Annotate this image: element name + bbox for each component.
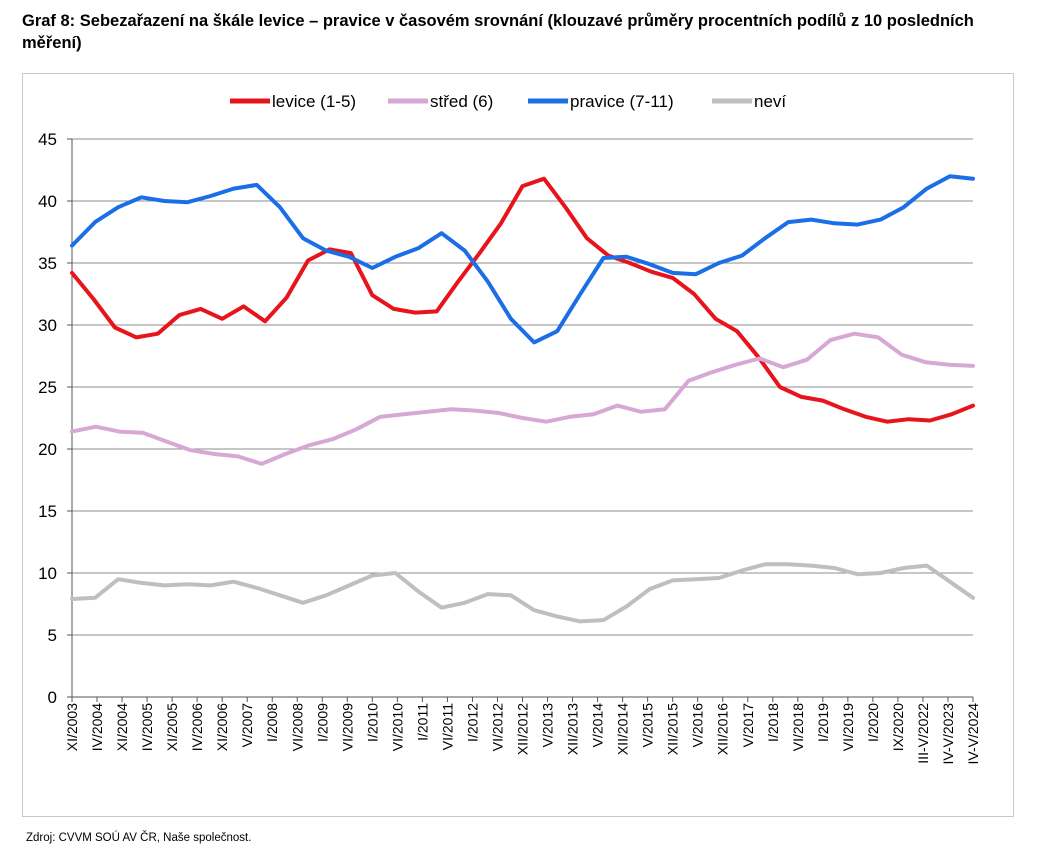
x-tick-label: I/2009 [314, 703, 330, 742]
x-tick-label: XI/2006 [214, 703, 230, 751]
x-tick-label: VI/2012 [489, 703, 505, 751]
x-tick-label: V/2014 [590, 703, 606, 748]
x-tick-label: IV/2005 [139, 703, 155, 751]
y-tick-label: 0 [48, 688, 57, 707]
legend-label: pravice (7-11) [570, 92, 674, 111]
x-tick-label: V/2015 [640, 703, 656, 748]
y-tick-label: 20 [38, 440, 57, 459]
x-tick-label: III-V/2022 [915, 703, 931, 764]
x-tick-label: IV-V/2023 [940, 703, 956, 765]
legend-label: neví [754, 92, 786, 111]
y-tick-label: 45 [38, 130, 57, 149]
x-tick-label: IV/2004 [89, 703, 105, 751]
y-tick-label: 10 [38, 564, 57, 583]
x-tick-label: XII/2012 [515, 703, 531, 755]
y-tick-label: 25 [38, 378, 57, 397]
legend-label: střed (6) [430, 92, 493, 111]
x-tick-label: I/2012 [464, 703, 480, 742]
x-tick-label: IV/2006 [189, 703, 205, 751]
x-tick-label: I/2008 [264, 703, 280, 742]
series-line-0 [70, 176, 975, 424]
chart-frame [22, 73, 1014, 817]
x-tick-label: I/2019 [815, 703, 831, 742]
y-tick-label: 15 [38, 502, 57, 521]
legend-label: levice (1-5) [272, 92, 356, 111]
y-tick-label: 5 [48, 626, 57, 645]
x-tick-label: XI/2004 [114, 703, 130, 751]
series-line-2 [70, 174, 975, 345]
x-tick-label: V/2016 [690, 703, 706, 748]
x-tick-label: I/2020 [865, 703, 881, 742]
x-tick-label: VI/2009 [339, 703, 355, 751]
x-tick-label: VI/2011 [439, 703, 455, 750]
x-tick-label: XII/2016 [715, 703, 731, 755]
series-line-3 [70, 562, 975, 624]
y-tick-label: 40 [38, 192, 57, 211]
x-tick-label: XI/2005 [164, 703, 180, 751]
x-tick-label: V/2013 [540, 703, 556, 748]
x-tick-label: V/2007 [239, 703, 255, 748]
x-tick-label: I/2010 [364, 703, 380, 742]
y-tick-label: 35 [38, 254, 57, 273]
x-tick-label: V/2017 [740, 703, 756, 748]
x-tick-label: XII/2013 [565, 703, 581, 755]
x-tick-label: XII/2015 [665, 703, 681, 755]
source-note: Zdroj: CVVM SOÚ AV ČR, Naše společnost. [26, 832, 252, 844]
x-tick-label: IV-V/2024 [965, 703, 981, 765]
y-tick-label: 30 [38, 316, 57, 335]
x-tick-label: XI/2003 [64, 703, 80, 751]
x-tick-label: VI/2008 [289, 703, 305, 751]
chart-title: Graf 8: Sebezařazení na škále levice – p… [22, 12, 974, 52]
x-tick-label: VI/2018 [790, 703, 806, 751]
series-line-1 [70, 331, 975, 466]
x-tick-label: IX/2020 [890, 703, 906, 751]
x-tick-label: VI/2010 [389, 703, 405, 751]
x-tick-label: I/2018 [765, 703, 781, 742]
x-tick-label: XII/2014 [615, 703, 631, 755]
x-tick-label: VI/2019 [840, 703, 856, 751]
x-tick-label: I/2011 [414, 703, 430, 741]
